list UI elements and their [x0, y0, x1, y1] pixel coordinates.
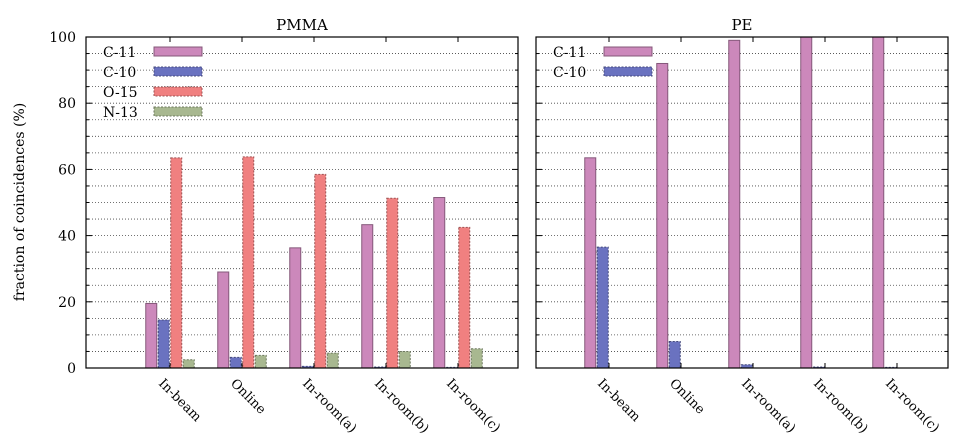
legend-swatch: [603, 46, 653, 57]
x-tick-label: In-beam: [155, 376, 204, 425]
bar-n-13-in-roomc: [470, 348, 483, 369]
x-tick-label: In-room(c): [443, 376, 503, 435]
bar-c-10-online: [229, 356, 242, 369]
panel-title: PE: [731, 16, 752, 34]
bar-c-10-in-beam: [596, 246, 609, 369]
x-tick-label: Online: [666, 376, 708, 418]
x-tick-label: Online: [227, 376, 269, 418]
y-tick-label: 40: [58, 229, 76, 245]
bar-c-11-in-roomb: [800, 36, 813, 369]
x-tick-label: In-beam: [594, 376, 643, 425]
bar-c-11-online: [217, 271, 230, 369]
plot-frame: [85, 36, 519, 369]
bar-c-10-in-rooma: [740, 364, 753, 369]
legend-swatch: [603, 66, 653, 77]
bar-o-15-in-rooma: [314, 173, 327, 369]
bar-c-11-in-roomc: [433, 197, 446, 369]
y-tick-label: 60: [58, 162, 76, 178]
bar-n-13-online: [254, 354, 267, 369]
legend-swatch: [153, 46, 203, 57]
legend-label: C-11: [103, 45, 136, 61]
bar-n-13-in-roomb: [398, 350, 411, 369]
legend-label: N-13: [103, 105, 138, 121]
bar-o-15-in-roomc: [458, 226, 471, 369]
bar-o-15-in-beam: [170, 157, 183, 369]
legend-label: C-11: [553, 45, 586, 61]
plot-frame: [535, 36, 949, 369]
x-tick-label: In-room(b): [371, 376, 432, 435]
legend-label: C-10: [103, 65, 136, 81]
y-tick-label: 0: [67, 361, 76, 377]
legend-label: C-10: [553, 65, 586, 81]
legend-label: O-15: [103, 85, 138, 101]
bar-c-11-in-beam: [145, 302, 158, 369]
x-tick-label: In-room(a): [299, 376, 359, 435]
bar-n-13-in-rooma: [326, 352, 339, 369]
x-tick-label: In-room(b): [810, 376, 871, 435]
bar-c-11-online: [656, 62, 669, 369]
x-tick-label: In-room(a): [738, 376, 798, 435]
bar-c-11-in-beam: [584, 157, 597, 369]
legend-swatch: [153, 106, 203, 117]
y-tick-label: 100: [49, 30, 76, 46]
bar-c-10-in-beam: [157, 319, 170, 369]
panel-title: PMMA: [276, 16, 328, 34]
panel-pe: In-beam Online In-room(a) In-room(b) In-room…: [535, 16, 949, 435]
legend-swatch: [153, 86, 203, 97]
bar-o-15-in-roomb: [386, 197, 399, 369]
bar-c-11-in-roomc: [872, 36, 885, 369]
bar-c-11-in-rooma: [728, 39, 741, 369]
bar-c-11-in-rooma: [289, 247, 302, 369]
bar-n-13-in-beam: [182, 359, 195, 369]
bar-o-15-online: [242, 156, 255, 369]
legend-swatch: [153, 66, 203, 77]
y-tick-label: 20: [58, 295, 76, 311]
bar-c-11-in-roomb: [361, 224, 374, 369]
bar-c-10-online: [668, 341, 681, 369]
x-tick-label: In-room(c): [882, 376, 942, 435]
y-tick-label: 80: [58, 96, 76, 112]
y-axis-label: fraction of coincidences (%): [12, 103, 28, 301]
